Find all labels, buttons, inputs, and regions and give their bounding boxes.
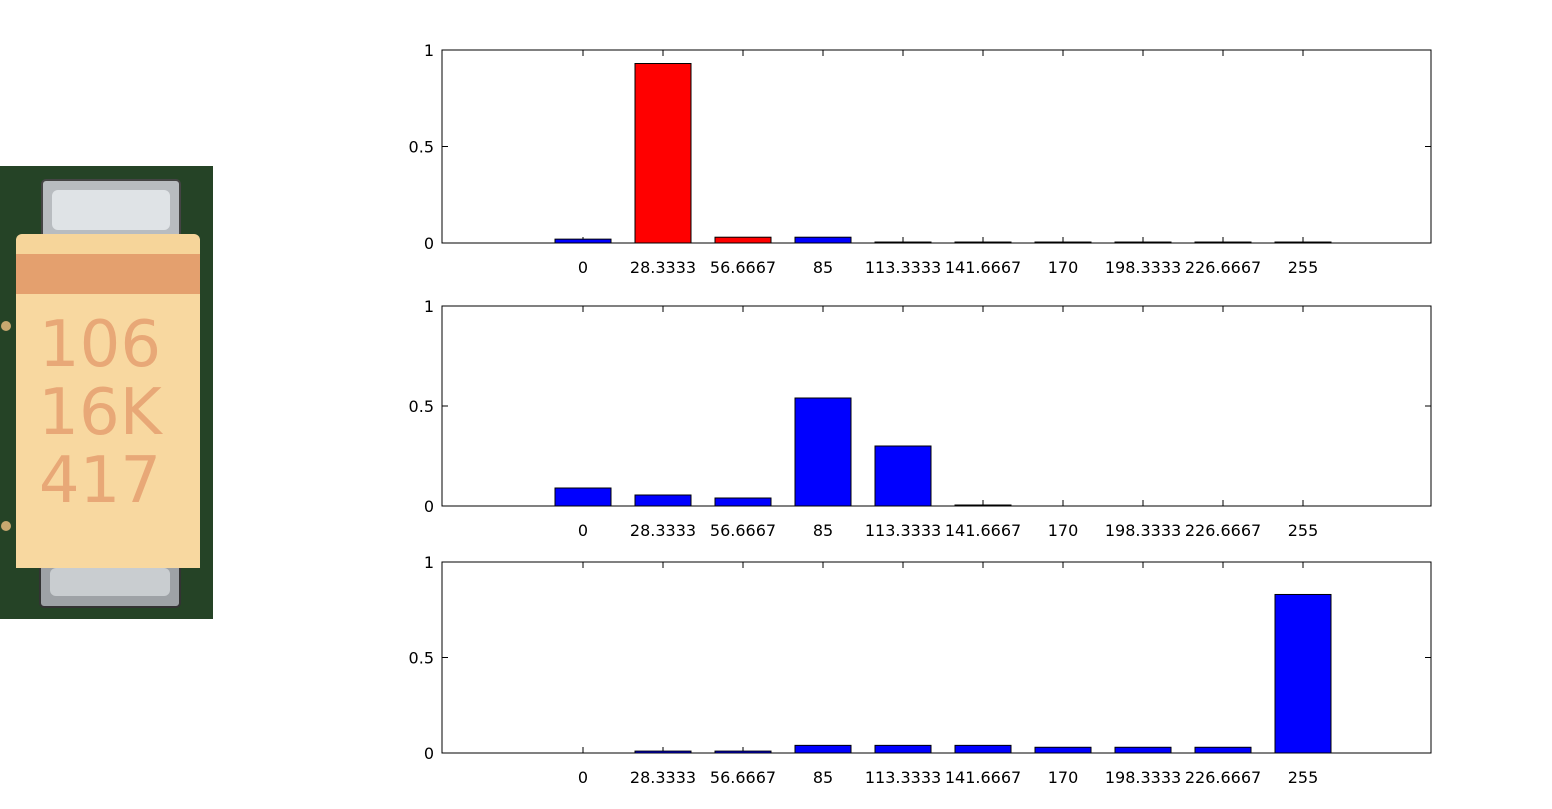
bar-226.6667 (1194, 746, 1252, 754)
histogram-panel-1: 0 0.5 1 0 28.3333 56.6667 85 113.3333 141.6667 17… (409, 41, 1432, 277)
bar-28.3333 (634, 63, 692, 244)
bar-0 (554, 487, 612, 507)
bar-141.6667 (954, 241, 1012, 244)
x-tick-label: 141.6667 (945, 521, 1021, 540)
x-tick-label: 198.3333 (1105, 768, 1181, 787)
x-tick-label: 226.6667 (1185, 521, 1261, 540)
bar-28.3333 (634, 494, 692, 507)
x-tick-label: 28.3333 (630, 768, 696, 787)
x-tick-label: 56.6667 (710, 521, 776, 540)
axes-frame (441, 561, 1432, 754)
x-tick-label: 255 (1288, 258, 1319, 277)
marking-line-3: 417 (39, 444, 161, 518)
x-tick-label: 170 (1048, 768, 1079, 787)
y-tick-label: 0 (424, 234, 434, 253)
x-tick-label: 113.3333 (865, 258, 941, 277)
x-tick-label: 113.3333 (865, 521, 941, 540)
y-tick-label: 1 (424, 297, 434, 316)
x-tick-label: 198.3333 (1105, 258, 1181, 277)
x-tick-label: 198.3333 (1105, 521, 1181, 540)
y-tick-label: 0.5 (409, 649, 434, 668)
x-tick-label: 85 (813, 768, 833, 787)
x-tick-label: 28.3333 (630, 521, 696, 540)
capacitor-photo: 106 16K 417 (0, 166, 213, 619)
y-tick-label: 1 (424, 553, 434, 572)
x-tick-label: 0 (578, 258, 588, 277)
bar-170 (1034, 746, 1092, 754)
bar-85 (794, 397, 852, 507)
x-tick-label: 170 (1048, 258, 1079, 277)
x-tick-label: 85 (813, 258, 833, 277)
bar-170 (1034, 241, 1092, 244)
histogram-panel-3: 0 0.5 1 0 28.3333 56.6667 85 113.3333 141.6667 17… (409, 553, 1432, 787)
x-tick-label: 28.3333 (630, 258, 696, 277)
bar-141.6667 (954, 504, 1012, 507)
y-tick-label: 1 (424, 41, 434, 60)
y-tick-label: 0.5 (409, 397, 434, 416)
x-tick-label: 141.6667 (945, 768, 1021, 787)
x-tick-label: 113.3333 (865, 768, 941, 787)
bar-255 (1274, 593, 1332, 754)
bar-28.3333 (634, 750, 692, 754)
bar-113.3333 (874, 241, 932, 244)
bar-56.6667 (714, 750, 772, 754)
bar-56.6667 (714, 497, 772, 507)
bar-113.3333 (874, 744, 932, 754)
x-tick-label: 0 (578, 521, 588, 540)
bar-56.6667 (714, 236, 772, 244)
bar-85 (794, 744, 852, 754)
marking-line-2: 16K (38, 376, 163, 450)
bar-113.3333 (874, 445, 932, 507)
bar-0 (554, 238, 612, 244)
x-tick-label: 141.6667 (945, 258, 1021, 277)
bar-198.3333 (1114, 241, 1172, 244)
axes-frame (441, 305, 1432, 507)
x-tick-label: 226.6667 (1185, 258, 1261, 277)
x-tick-label: 226.6667 (1185, 768, 1261, 787)
x-tick-label: 255 (1288, 521, 1319, 540)
capacitor-marking: 106 16K 417 (38, 308, 163, 518)
x-tick-label: 170 (1048, 521, 1079, 540)
x-tick-label: 255 (1288, 768, 1319, 787)
x-tick-label: 56.6667 (710, 768, 776, 787)
x-tick-label: 0 (578, 768, 588, 787)
bar-255 (1274, 241, 1332, 244)
y-tick-label: 0 (424, 497, 434, 516)
x-tick-label: 85 (813, 521, 833, 540)
histogram-panel-2: 0 0.5 1 0 28.3333 56.6667 85 113.3333 141.6667 17… (409, 297, 1432, 540)
axes-frame (441, 49, 1432, 244)
y-tick-label: 0.5 (409, 138, 434, 157)
bar-226.6667 (1194, 241, 1252, 244)
y-tick-label: 0 (424, 744, 434, 763)
x-tick-label: 56.6667 (710, 258, 776, 277)
bar-198.3333 (1114, 746, 1172, 754)
marking-line-1: 106 (39, 308, 161, 382)
bar-141.6667 (954, 744, 1012, 754)
bar-85 (794, 236, 852, 244)
